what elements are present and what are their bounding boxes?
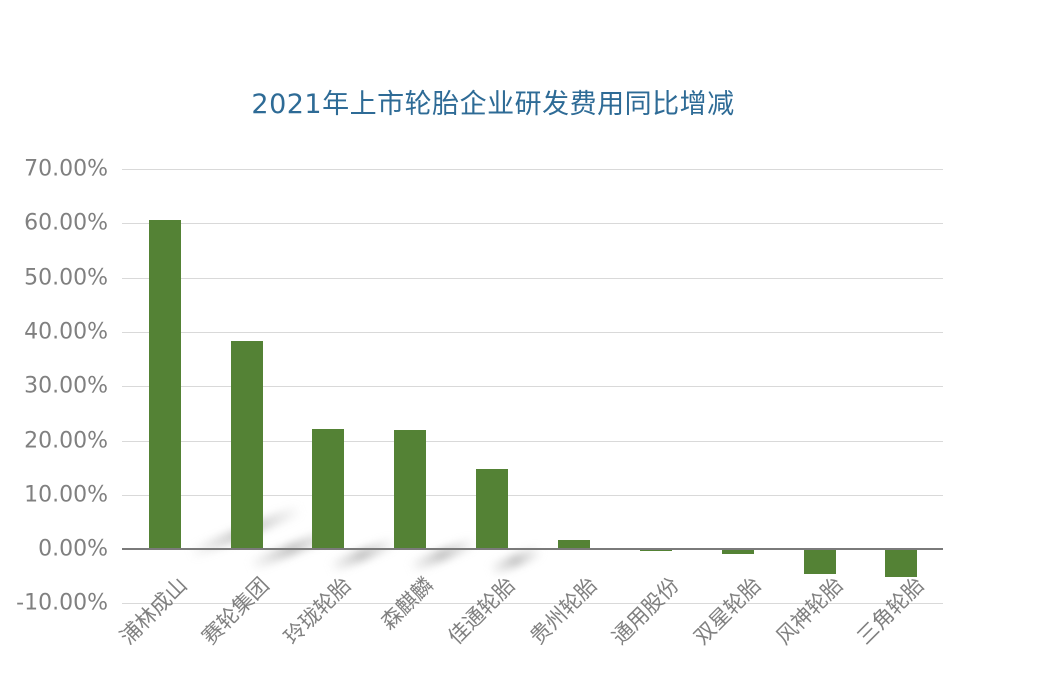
y-tick-label: 60.00% <box>24 210 108 236</box>
chart-title: 2021年上市轮胎企业研发费用同比增减 <box>251 89 735 120</box>
gridline <box>122 441 943 442</box>
y-tick-label: 20.00% <box>24 428 108 454</box>
y-tick-label: 50.00% <box>24 265 108 291</box>
y-tick-label: 0.00% <box>38 536 108 562</box>
gridline <box>122 169 943 170</box>
x-category-label: 贵州轮胎 <box>525 572 602 650</box>
gridline <box>122 495 943 496</box>
x-category-label: 双星轮胎 <box>689 572 766 650</box>
x-category-label: 佳通轮胎 <box>443 572 520 650</box>
y-tick-label: 30.00% <box>24 373 108 399</box>
bar-风神轮胎 <box>804 549 836 574</box>
gridline <box>122 332 943 333</box>
bar-贵州轮胎 <box>558 540 590 549</box>
bar-双星轮胎 <box>722 549 754 554</box>
gridline <box>122 386 943 387</box>
y-tick-label: 40.00% <box>24 319 108 345</box>
x-category-label: 赛轮集团 <box>197 572 274 650</box>
bar-浦林成山 <box>149 220 181 549</box>
x-category-label: 浦林成山 <box>115 572 192 650</box>
y-tick-label: 70.00% <box>24 156 108 182</box>
x-category-label: 玲珑轮胎 <box>279 572 356 650</box>
gridline <box>122 223 943 224</box>
x-category-label: 三角轮胎 <box>852 572 929 650</box>
zero-axis-line <box>122 548 943 550</box>
bar-赛轮集团 <box>231 341 263 549</box>
y-tick-label: -10.00% <box>16 590 108 616</box>
bar-通用股份 <box>640 549 672 551</box>
x-category-label: 风神轮胎 <box>771 572 848 650</box>
bar-玲珑轮胎 <box>312 429 344 549</box>
x-category-label: 通用股份 <box>607 572 684 650</box>
bar-三角轮胎 <box>885 549 917 577</box>
gridline <box>122 278 943 279</box>
bar-佳通轮胎 <box>476 469 508 549</box>
gridline <box>122 603 943 604</box>
y-tick-label: 10.00% <box>24 482 108 508</box>
bar-森麒麟 <box>394 430 426 549</box>
